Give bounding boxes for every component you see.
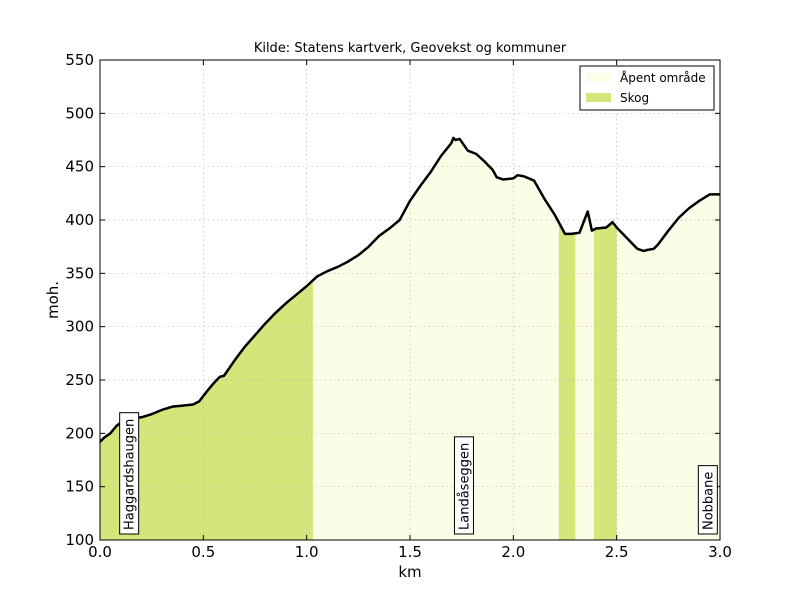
profile-line [99, 136, 720, 443]
y-tick-label: 150 [65, 478, 94, 496]
place-annotation: Haggardshaugen [119, 412, 140, 535]
legend-label-forest: Skog [620, 91, 649, 105]
place-annotation: Nobbane [697, 465, 718, 535]
area-layer [100, 137, 720, 540]
place-annotation-label: Haggardshaugen [123, 419, 138, 530]
y-tick-label: 300 [65, 318, 94, 336]
legend: Åpent område Skog [579, 65, 715, 111]
annotation-layer: Haggardshaugen Landåseggen Nobbane [119, 412, 718, 535]
place-annotation-label: Nobbane [701, 472, 716, 530]
place-annotation-box [697, 465, 718, 535]
place-annotation-box [119, 412, 140, 535]
x-axis-label: km [398, 563, 421, 581]
x-tick-label: 1.5 [398, 543, 422, 561]
y-tick-label: 100 [65, 531, 94, 549]
legend-swatch-open-area [586, 73, 611, 82]
y-tick-label: 500 [65, 104, 94, 122]
x-tick-label: 3.0 [708, 543, 732, 561]
legend-label-open-area: Åpent område [620, 70, 706, 85]
y-tick-label: 400 [65, 211, 94, 229]
tick-layer: 0.0 0.5 1.0 1.5 2.0 2.5 3.0 100 150 200 250 300 350 4… [65, 51, 732, 561]
place-annotation-label: Landåseggen [457, 443, 472, 530]
forest-area-fill [558, 222, 576, 540]
y-tick-label: 250 [65, 371, 94, 389]
legend-swatch-forest [586, 93, 611, 102]
x-tick-label: 2.5 [605, 543, 629, 561]
forest-area-fill [593, 222, 617, 540]
y-axis-label: moh. [44, 281, 62, 319]
forest-area-fill [100, 280, 313, 540]
x-tick-label: 0.5 [191, 543, 215, 561]
grid-layer [100, 60, 720, 540]
x-tick-label: 1.0 [295, 543, 319, 561]
place-annotation: Landåseggen [453, 436, 474, 535]
y-tick-label: 450 [65, 158, 94, 176]
place-annotation-box [453, 436, 474, 535]
chart-title: Kilde: Statens kartverk, Geovekst og kom… [254, 41, 567, 56]
x-tick-label: 0.0 [88, 543, 112, 561]
y-tick-label: 350 [65, 264, 94, 282]
y-tick-label: 200 [65, 424, 94, 442]
x-tick-label: 2.0 [501, 543, 525, 561]
y-tick-label: 550 [65, 51, 94, 69]
